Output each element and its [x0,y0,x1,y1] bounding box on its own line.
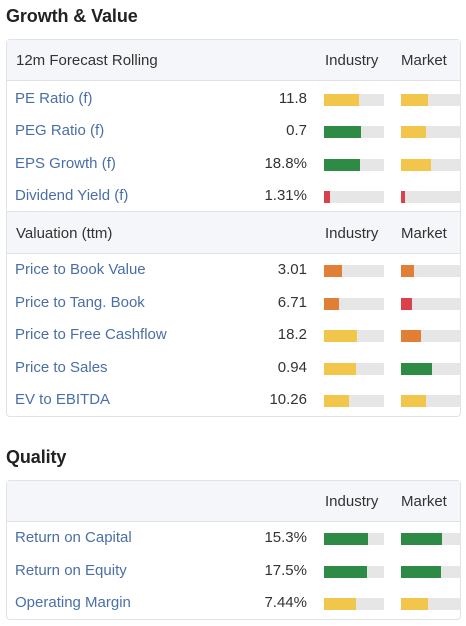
forecast-header-label: 12m Forecast Rolling [16,52,158,69]
market-rank-bar-fill [401,297,412,310]
metric-value: 6.71 [277,293,307,311]
market-rank-bar-fill [401,330,421,343]
market-column-header: Market [401,493,447,510]
industry-rank-bar-fill [324,297,339,310]
market-rank-bar-fill [401,265,415,277]
market-rank-bar [401,126,461,139]
industry-rank-bar-fill [324,533,368,545]
market-rank-bar [401,330,461,343]
industry-rank-bar [324,191,384,204]
market-rank-bar [401,265,461,277]
industry-rank-bar [324,533,384,545]
metric-value: 0.7 [286,122,307,140]
industry-column-header: Industry [325,52,379,69]
market-rank-bar-fill [401,565,442,578]
industry-rank-bar [324,565,384,578]
industry-rank-bar-fill [324,565,368,578]
market-rank-bar-fill [401,598,428,610]
market-rank-bar [401,395,461,408]
metric-link-return-on-equity[interactable]: Return on Equity [15,561,127,579]
market-rank-bar-fill [401,158,431,171]
metric-row-operating-margin: Operating Margin 7.44% [7,587,461,619]
market-rank-bar [401,297,461,310]
industry-rank-bar-fill [324,598,356,610]
valuation-header-label: Valuation (ttm) [16,225,113,242]
industry-rank-bar [324,330,384,343]
market-rank-bar-fill [401,126,427,139]
quality-title: Quality [6,447,67,467]
quality-panel: Industry Market Return on Capital 15.3% Re… [6,480,461,620]
market-rank-bar-fill [401,533,442,545]
industry-rank-bar [324,158,384,171]
industry-rank-bar [324,126,384,139]
industry-rank-bar-fill [324,395,350,408]
industry-rank-bar [324,94,384,106]
market-rank-bar [401,191,461,204]
metric-value: 17.5% [264,561,307,579]
metric-link-ev-to-ebitda[interactable]: EV to EBITDA [15,391,111,409]
market-rank-bar-fill [401,395,427,408]
industry-rank-bar-fill [324,362,356,375]
forecast-header: 12m Forecast Rolling Industry Market [7,40,460,81]
industry-rank-bar-fill [324,94,359,106]
metric-value: 18.2 [277,326,307,344]
metric-link-price-to-tang-book[interactable]: Price to Tang. Book [15,293,145,311]
market-column-header: Market [401,225,447,242]
market-rank-bar-fill [401,362,433,375]
industry-rank-bar [324,265,384,277]
industry-rank-bar [324,598,384,610]
metric-row-price-to-book-value: Price to Book Value 3.01 [7,254,461,286]
industry-rank-bar-fill [324,126,362,139]
market-rank-bar [401,565,461,578]
metric-value: 1.31% [264,187,307,205]
metric-value: 10.26 [269,391,307,409]
metric-row-return-on-capital: Return on Capital 15.3% [7,522,461,554]
metric-row-return-on-equity: Return on Equity 17.5% [7,555,461,587]
metric-row-price-to-free-cashflow: Price to Free Cashflow 18.2 [7,319,461,351]
market-rank-bar [401,598,461,610]
industry-rank-bar [324,297,384,310]
market-rank-bar [401,362,461,375]
metric-value: 3.01 [277,261,307,278]
industry-rank-bar-fill [324,158,360,171]
metric-value: 15.3% [264,529,307,546]
metric-link-price-to-free-cashflow[interactable]: Price to Free Cashflow [15,326,167,344]
market-rank-bar-fill [401,94,428,106]
metric-row-pe-ratio-f: PE Ratio (f) 11.8 [7,83,461,115]
quality-header: Industry Market [7,481,460,522]
metric-value: 11.8 [278,90,307,107]
metric-link-operating-margin[interactable]: Operating Margin [15,594,131,611]
metric-value: 0.94 [277,358,307,376]
metric-link-pe-ratio-f[interactable]: PE Ratio (f) [15,90,93,107]
metric-value: 7.44% [264,594,307,611]
market-rank-bar-fill [401,191,406,204]
metric-value: 18.8% [264,154,307,172]
industry-column-header: Industry [325,225,379,242]
industry-rank-bar [324,395,384,408]
growth-value-panel: 12m Forecast Rolling Industry Market PE … [6,39,461,417]
metric-row-price-to-sales: Price to Sales 0.94 [7,352,461,384]
metric-link-eps-growth-f[interactable]: EPS Growth (f) [15,154,116,172]
market-rank-bar [401,533,461,545]
growth-value-title: Growth & Value [6,6,138,26]
metric-link-price-to-book-value[interactable]: Price to Book Value [15,261,146,278]
metric-link-return-on-capital[interactable]: Return on Capital [15,529,132,546]
industry-rank-bar-fill [324,191,330,204]
market-rank-bar [401,94,461,106]
metric-link-dividend-yield-f[interactable]: Dividend Yield (f) [15,187,129,205]
metric-row-peg-ratio-f: PEG Ratio (f) 0.7 [7,115,461,147]
metric-row-price-to-tang-book: Price to Tang. Book 6.71 [7,287,461,319]
metric-link-price-to-sales[interactable]: Price to Sales [15,358,108,376]
metric-row-ev-to-ebitda: EV to EBITDA 10.26 [7,384,461,416]
metric-link-peg-ratio-f[interactable]: PEG Ratio (f) [15,122,105,140]
industry-column-header: Industry [325,493,379,510]
industry-rank-bar [324,362,384,375]
metric-row-dividend-yield-f: Dividend Yield (f) 1.31% [7,180,461,212]
metric-row-eps-growth-f: EPS Growth (f) 18.8% [7,148,461,180]
industry-rank-bar-fill [324,265,342,277]
market-column-header: Market [401,52,447,69]
valuation-header: Valuation (ttm) Industry Market [7,211,460,254]
industry-rank-bar-fill [324,330,357,343]
market-rank-bar [401,158,461,171]
